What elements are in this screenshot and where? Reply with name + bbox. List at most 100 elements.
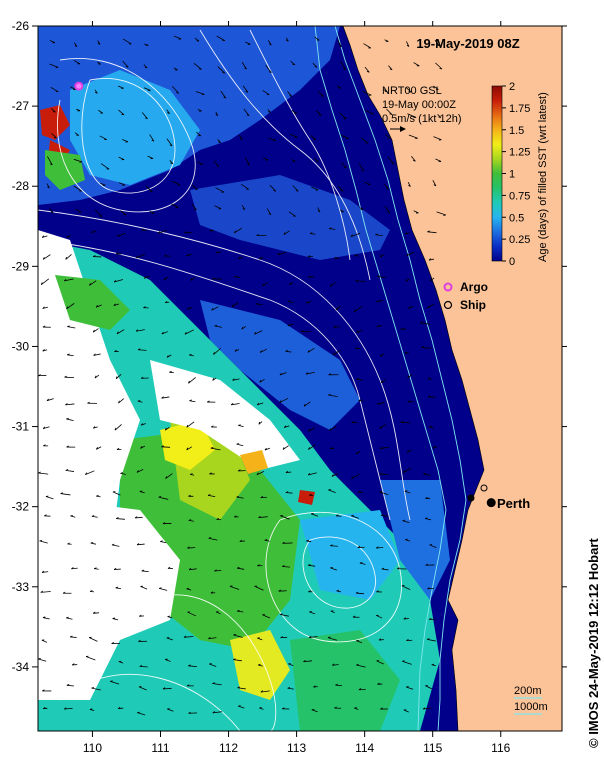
current-vector [379,423,387,429]
current-vector-head [282,707,285,710]
current-vector-head [125,66,129,68]
current-vector [435,158,442,162]
current-vector [427,639,436,642]
current-vector-head [186,253,189,257]
current-vector-head [308,635,312,638]
current-vector-head [136,543,140,546]
current-vector-head [318,114,322,116]
current-vector [40,591,51,593]
current-vector-head [307,472,311,476]
current-vector [241,61,247,70]
current-vector-head [194,208,197,211]
current-vector-head [379,446,383,449]
current-vector [358,163,365,172]
current-vector-head [212,711,216,714]
current-vector [388,65,393,70]
current-vector [405,539,411,542]
current-vector-head [116,252,119,255]
current-vector [186,253,193,257]
current-vector-head [43,444,46,447]
current-vector [236,496,244,499]
current-vector [405,87,412,93]
current-vector [116,518,125,520]
current-vector-head [97,42,101,45]
current-vector-head [186,684,190,687]
current-vector-head [279,372,282,376]
current-vector-head [317,210,321,213]
current-vector-head [427,395,431,398]
current-vector [191,204,197,211]
current-vector [376,660,384,665]
current-vector [329,228,336,230]
current-vector [380,446,389,450]
current-vector-head [424,517,428,519]
current-vector [145,185,153,193]
current-vector [433,85,439,90]
current-vector-head [188,494,191,497]
current-vector [407,374,413,379]
current-vector-head [67,353,70,356]
current-vector [91,687,101,691]
current-vector-head [189,399,192,402]
current-vector [214,570,222,572]
current-vector [312,62,318,68]
current-vector-head [400,327,404,330]
argo-legend-icon [443,282,453,292]
current-vector-head [190,278,193,281]
current-vector [171,180,181,186]
current-vector [51,108,56,113]
x-tick-label: 116 [491,741,510,755]
ssh-contour-3 [38,209,411,521]
current-vector-head [209,229,213,232]
current-vector-head [355,347,358,350]
current-vector-head [111,642,114,644]
current-vector [244,157,250,166]
current-vector-head [421,346,425,348]
current-vector [433,136,442,141]
current-vector-head [66,235,69,238]
current-vector [340,134,349,139]
current-vector [307,255,314,258]
current-vector [229,585,240,590]
no-data-region-central [150,360,300,470]
no-data-region-southwest [60,500,180,640]
current-vector [118,707,124,710]
current-vector-head [95,305,99,308]
ssh-contour-1 [57,58,196,213]
current-vector [73,185,82,192]
current-vector [98,109,104,114]
current-vector [310,135,316,140]
current-vector-head [116,234,120,237]
current-vector [188,519,194,522]
current-vector [166,138,173,147]
current-vector [351,473,360,480]
current-vector [116,329,125,335]
current-vector [262,614,271,619]
current-vector-head [357,545,361,548]
current-vector [188,665,198,667]
current-vector [339,112,347,120]
current-vector [100,182,106,186]
current-vector [400,328,407,330]
current-vector-head [422,707,426,710]
current-vector [432,179,437,187]
current-vector-head [117,706,121,710]
current-vector-head [376,324,380,328]
current-vector-head [139,614,142,617]
current-vector-head [340,190,344,192]
argo-legend-label: Argo [460,280,488,294]
current-vector [358,491,364,494]
colorbar-tick-label: 1.25 [509,147,530,159]
current-vector [355,592,365,595]
current-vector-head [406,449,409,453]
current-vector [377,276,386,278]
current-vector-head [260,496,264,499]
current-vector [231,403,240,406]
current-vector-head [186,587,190,590]
current-vector [256,470,265,476]
current-vector [136,468,144,473]
current-vector-head [264,539,268,541]
current-vector [215,187,225,193]
perth-marker-group: Perth [467,484,530,511]
